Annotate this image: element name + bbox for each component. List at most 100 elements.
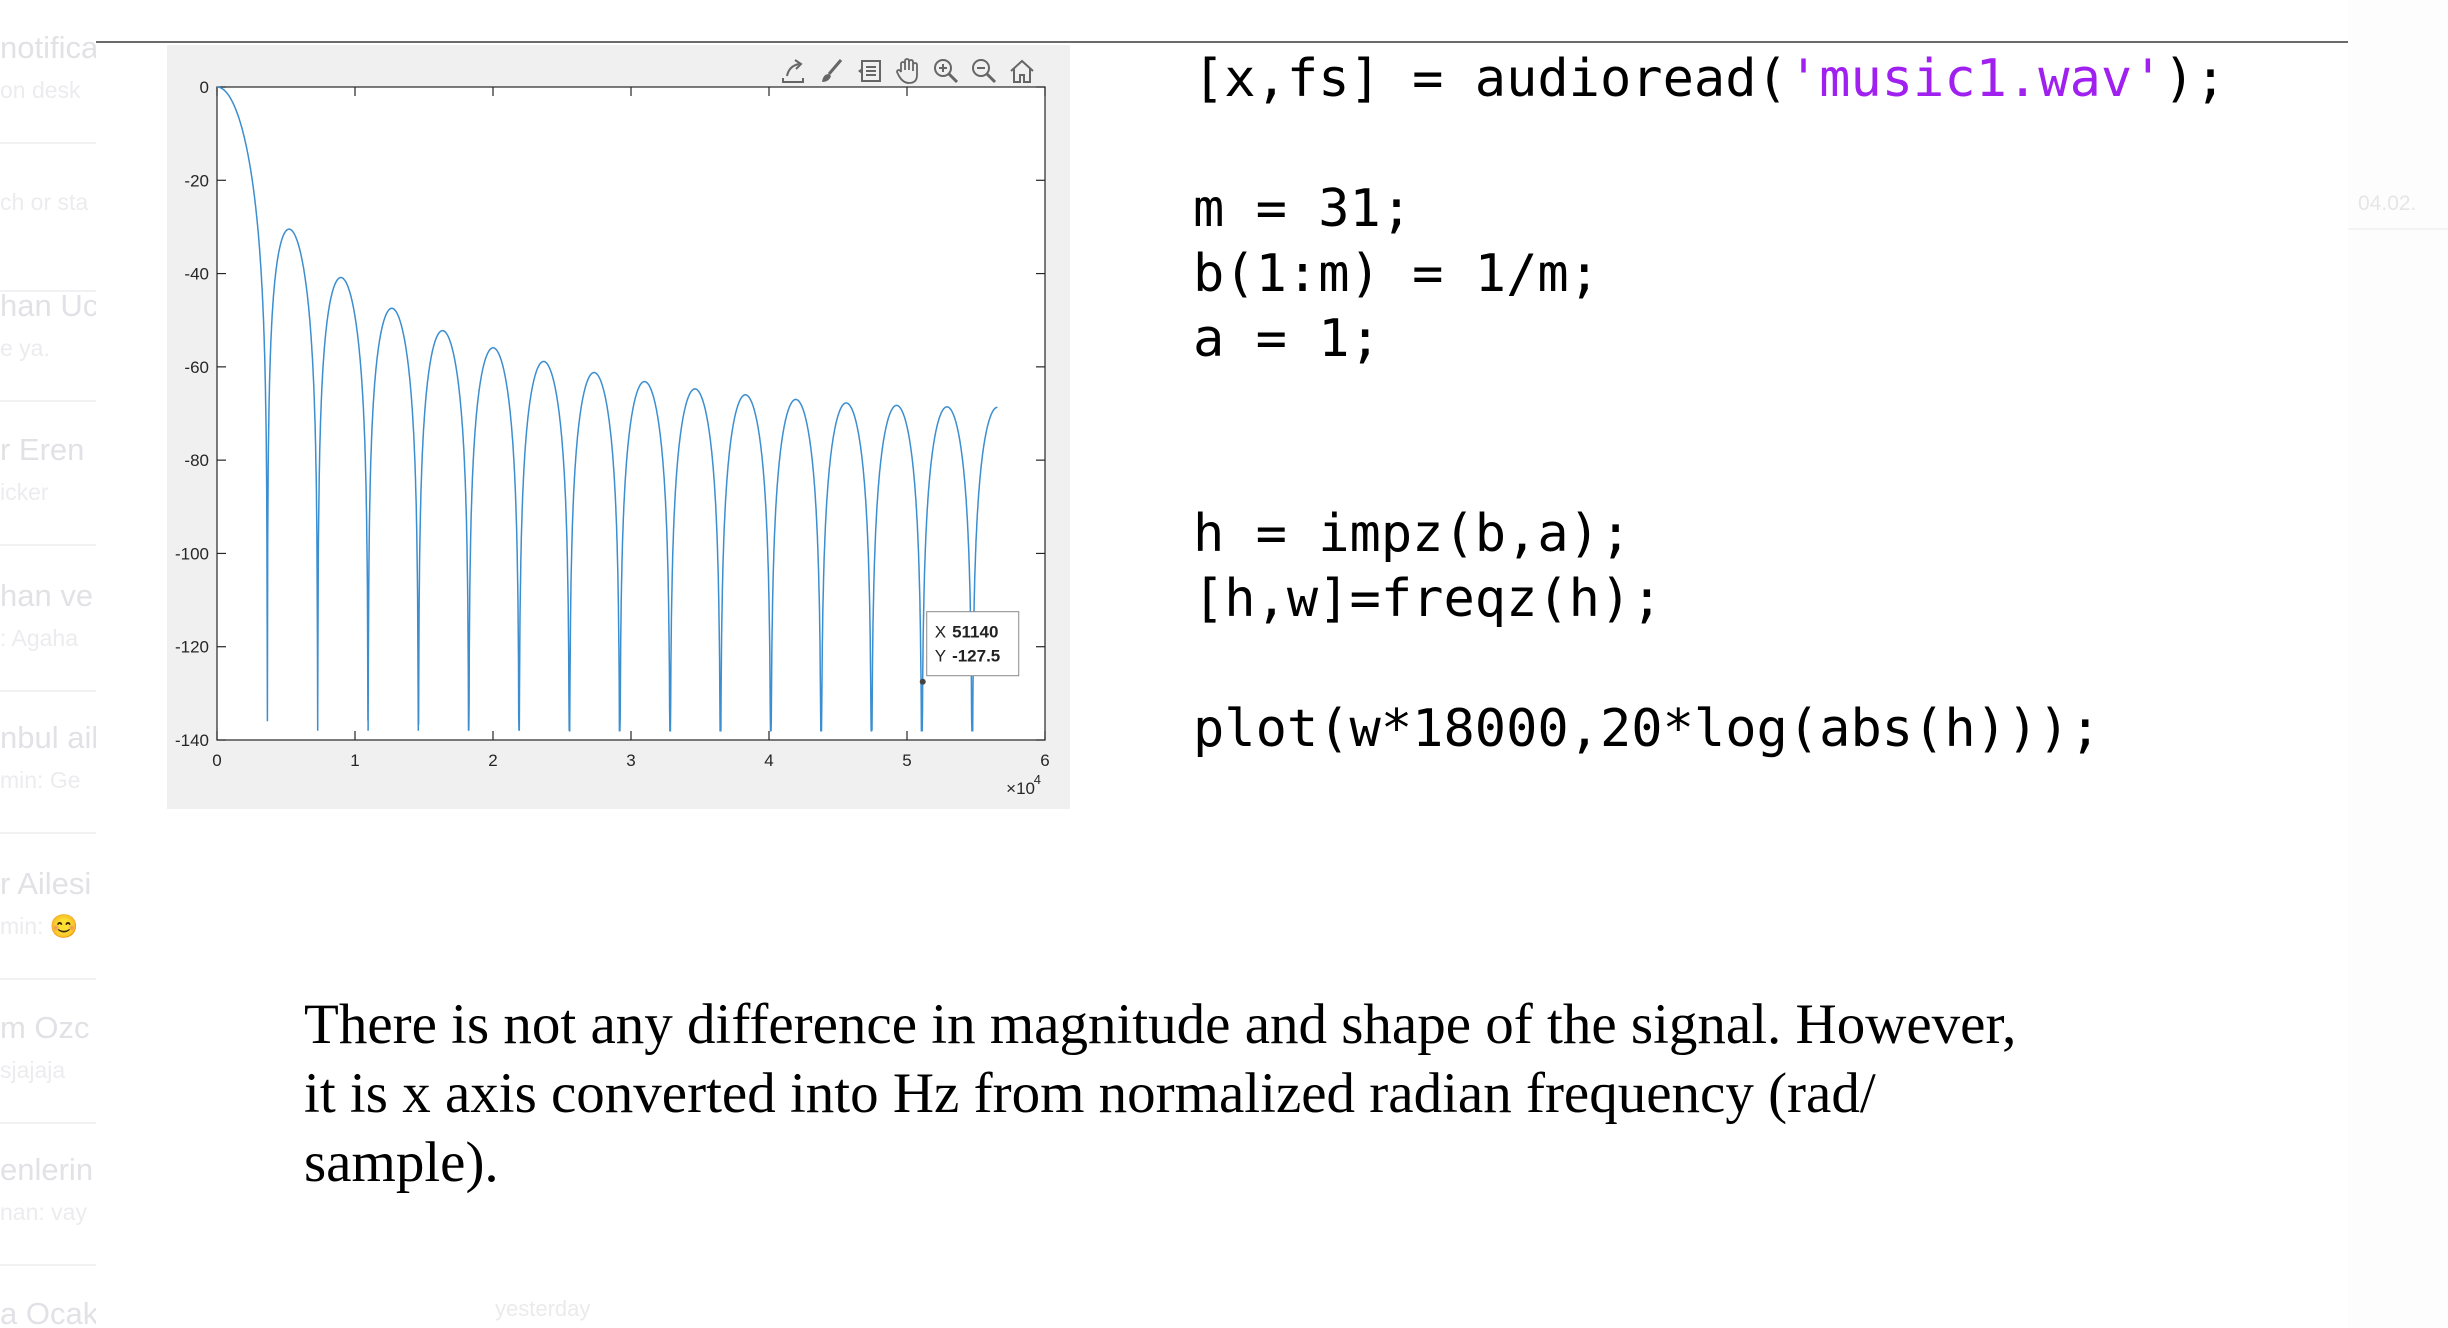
axes-toolbar: [775, 51, 1041, 91]
y-tick-label: 0: [200, 78, 209, 97]
chat-list-item[interactable]: enlerin nan: vay: [0, 1152, 96, 1226]
y-tick-label: -120: [175, 638, 209, 657]
code-line: a = 1;: [1193, 308, 1381, 370]
x-tick-label: 0: [212, 751, 221, 770]
code-string-literal: 'music1.wav': [1787, 49, 2164, 109]
datatip-axis: Y: [935, 647, 946, 666]
code-line: h = impz(b,a);: [1193, 503, 1631, 565]
paragraph-line: sample).: [304, 1131, 499, 1194]
chat-separator: [0, 832, 96, 834]
code-text: );: [2163, 49, 2227, 109]
chat-sidebar: notifica on desk ch or sta han Uc e ya. r Ere…: [0, 0, 96, 1328]
chat-list-item[interactable]: han Uc e ya.: [0, 288, 96, 362]
code-text: m = 31;: [1193, 179, 1413, 239]
x-tick-label: 3: [626, 751, 635, 770]
x-tick-label: 6: [1040, 751, 1049, 770]
chat-title: han ve: [0, 578, 94, 613]
datatip-value: -127.5: [952, 647, 1000, 666]
code-text: plot(w*18000,20*log(abs(h)));: [1193, 699, 2101, 759]
chat-preview: : Agaha: [0, 625, 79, 651]
chat-list-item[interactable]: r Ailesi min: 😊: [0, 866, 96, 940]
right-panel-date: 04.02.: [2358, 192, 2417, 215]
chat-title: nbul ail: [0, 720, 96, 755]
chat-title: notifica: [0, 30, 96, 65]
chat-title: r Eren: [0, 432, 85, 467]
chat-preview: min: 😊: [0, 913, 79, 939]
pan-icon[interactable]: [889, 51, 927, 91]
code-line: [h,w]=freqz(h);: [1193, 568, 1663, 630]
divider: [96, 41, 2348, 43]
paragraph-line: it is x axis converted into Hz from norm…: [304, 1062, 1876, 1125]
chat-title: han Uc: [0, 288, 96, 323]
zoom-out-icon[interactable]: [965, 51, 1003, 91]
x-exponent-power: 4: [1034, 772, 1041, 787]
code-text: a = 1;: [1193, 309, 1381, 369]
x-tick-label: 4: [764, 751, 773, 770]
response-line: [217, 86, 998, 732]
chat-list-item[interactable]: a Ocak: [0, 1296, 96, 1328]
x-exponent-base: ×10: [1006, 779, 1035, 798]
chat-separator: [0, 400, 96, 402]
chat-preview: icker: [0, 479, 49, 505]
home-icon[interactable]: [1003, 51, 1041, 91]
chat-list-item[interactable]: nbul ail min: Ge: [0, 720, 96, 794]
y-tick-label: -80: [184, 451, 209, 470]
datatips-icon[interactable]: [851, 51, 889, 91]
chat-separator: [0, 544, 96, 546]
chat-list-item[interactable]: notifica on desk: [0, 30, 96, 104]
paragraph-line: There is not any difference in magnitude…: [304, 993, 2017, 1056]
axes-box: [216, 86, 1046, 741]
x-exponent-label: ×10: [1006, 779, 1035, 798]
y-tick-label: -140: [175, 731, 209, 750]
datatip-marker: [919, 678, 926, 685]
chat-separator: [0, 1122, 96, 1124]
chat-separator: [0, 290, 96, 292]
x-tick-label: 1: [350, 751, 359, 770]
code-line: b(1:m) = 1/m;: [1193, 243, 1600, 305]
matlab-figure: 0 -20 -40 -60 -80 -100 -120 -140 0 1 2 3 4 5 6 ×10 4 X 511…: [167, 45, 1070, 809]
chat-preview: min: Ge: [0, 767, 81, 793]
zoom-in-icon[interactable]: [927, 51, 965, 91]
chat-preview: on desk: [0, 77, 81, 103]
code-line: m = 31;: [1193, 178, 1412, 240]
code-text: [x,fs] = audioread(: [1193, 49, 1788, 109]
chat-separator: [0, 690, 96, 692]
chat-list-item[interactable]: m Ozc sjajaja: [0, 1010, 96, 1084]
y-tick-label: -60: [184, 358, 209, 377]
chat-preview: sjajaja: [0, 1057, 66, 1083]
datatip-axis: X: [935, 623, 946, 642]
chat-preview: nan: vay: [0, 1199, 87, 1225]
datatip-box: [926, 611, 1020, 677]
code-line: plot(w*18000,20*log(abs(h)));: [1193, 698, 2101, 760]
x-tick-label: 5: [902, 751, 911, 770]
code-text: h = impz(b,a);: [1193, 504, 1632, 564]
datatip-y: Y -127.5: [935, 647, 1001, 666]
yesterday-label: yesterday: [495, 1296, 591, 1321]
code-line: [x,fs] = audioread('music1.wav');: [1193, 48, 2226, 110]
chat-title: a Ocak: [0, 1296, 96, 1328]
chat-list-item[interactable]: han ve : Agaha: [0, 578, 96, 652]
right-panel: 04.02.: [2348, 0, 2448, 1328]
answer-paragraph: There is not any difference in magnitude…: [304, 990, 2204, 1197]
x-tick-label: 2: [488, 751, 497, 770]
chat-title: r Ailesi: [0, 866, 92, 901]
chat-list-item[interactable]: ch or sta: [0, 178, 96, 216]
chat-separator: [0, 978, 96, 980]
chat-title: enlerin: [0, 1152, 94, 1187]
brush-icon[interactable]: [813, 51, 851, 91]
chat-list-item[interactable]: r Eren icker: [0, 432, 96, 506]
datatip-value: 51140: [952, 623, 998, 642]
export-icon[interactable]: [775, 51, 813, 91]
datatip-x: X 51140: [935, 623, 999, 642]
code-text: b(1:m) = 1/m;: [1193, 244, 1600, 304]
y-tick-label: -20: [184, 171, 209, 190]
code-text: [h,w]=freqz(h);: [1193, 569, 1663, 629]
y-tick-label: -100: [175, 544, 209, 563]
chat-preview: ch or sta: [0, 189, 89, 215]
chat-separator: [0, 142, 96, 144]
chat-preview: e ya.: [0, 335, 50, 361]
chat-title: m Ozc: [0, 1010, 90, 1045]
y-tick-label: -40: [184, 265, 209, 284]
chat-separator: [0, 1264, 96, 1266]
